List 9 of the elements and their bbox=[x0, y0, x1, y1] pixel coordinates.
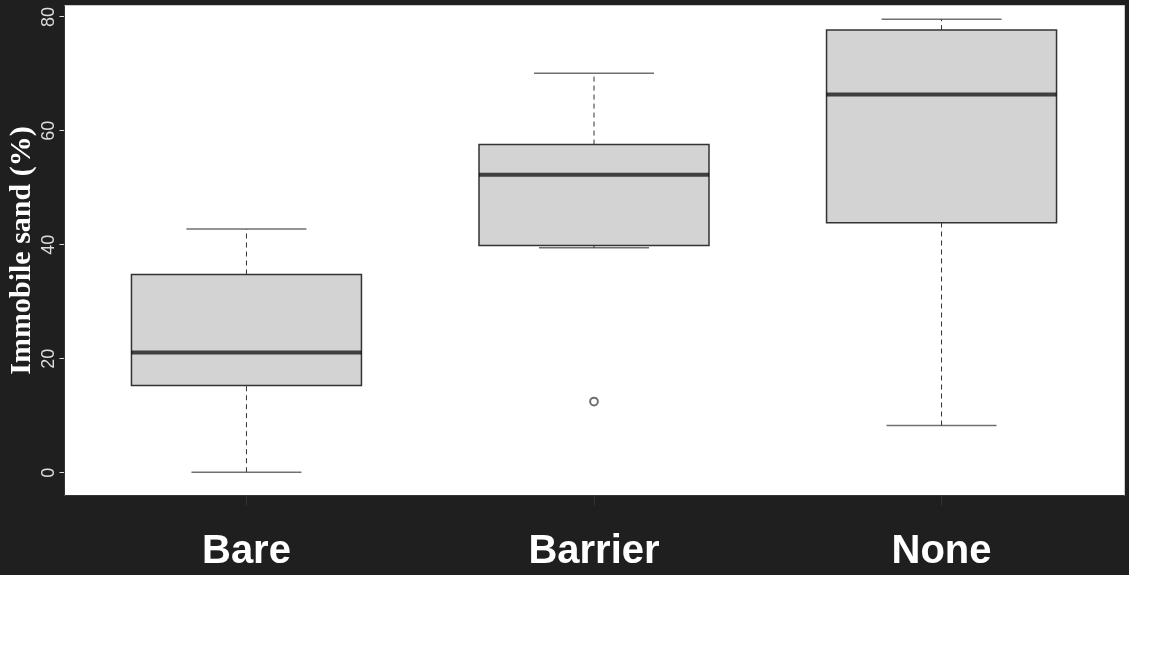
y-tick-label: 60 bbox=[37, 120, 58, 141]
x-tick-label: None bbox=[891, 526, 992, 571]
x-tick-label: Bare bbox=[201, 526, 291, 571]
y-tick-label: 40 bbox=[37, 234, 58, 255]
y-tick-label: 20 bbox=[37, 348, 58, 369]
y-tick-label: 80 bbox=[37, 6, 58, 27]
x-tick-label: Barrier bbox=[528, 526, 660, 571]
y-tick-label: 0 bbox=[37, 467, 58, 478]
y-axis-title: Immobile sand (%) bbox=[2, 126, 37, 375]
